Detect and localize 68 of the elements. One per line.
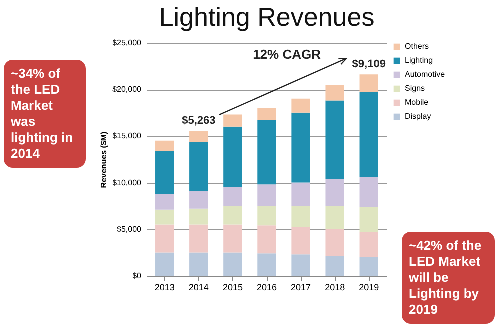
bar (156, 210, 174, 225)
bar (292, 228, 310, 255)
bar (292, 112, 310, 183)
bar (156, 252, 174, 276)
annotation: 12% CAGR (253, 46, 321, 62)
bar (190, 208, 208, 225)
y-axis-title: Revenues ($M) (100, 131, 109, 188)
bar (292, 98, 310, 113)
bar (326, 100, 344, 180)
x-tick-label: 2016 (256, 282, 278, 292)
bar (258, 108, 276, 120)
bar (258, 120, 276, 185)
bar (224, 206, 242, 225)
text: ~34% of the LED Market was lighting in 2014 (4, 60, 86, 168)
x-tick-label: 2018 (325, 282, 346, 292)
x-tick-label: 2017 (291, 282, 312, 292)
bar (190, 130, 208, 142)
legend-label: Automotive (405, 70, 446, 79)
y-tick-label: $20,000 (112, 85, 142, 94)
x-tick-label: 2014 (188, 282, 209, 292)
bar (326, 179, 344, 206)
bar (360, 177, 378, 208)
x-tick-label: 2015 (222, 282, 243, 292)
y-tick-label: $5,000 (117, 224, 142, 234)
bar (156, 140, 174, 152)
data-label: $9,109 (352, 58, 386, 71)
legend-label: Lighting (405, 56, 434, 65)
legend-label: Display (405, 112, 432, 121)
bar (258, 226, 276, 254)
bar (326, 206, 344, 230)
bar (156, 224, 174, 253)
y-tick-label: $15,000 (112, 132, 142, 141)
bar (156, 151, 174, 194)
bar (258, 206, 276, 226)
bar (326, 256, 344, 276)
bar (190, 191, 208, 209)
bar (190, 224, 208, 253)
bar (224, 126, 242, 188)
bar (326, 229, 344, 256)
chart-title: Lighting Revenues (159, 2, 375, 32)
bar (326, 84, 344, 101)
data-label: $5,263 (182, 114, 216, 127)
bar (190, 252, 208, 276)
bar (292, 206, 310, 228)
bar (156, 194, 174, 210)
bar (258, 184, 276, 206)
legend-label: Others (405, 42, 430, 51)
bar (360, 232, 378, 258)
bar (258, 254, 276, 276)
legend-label: Signs (405, 84, 426, 93)
bar (360, 207, 378, 232)
bar (360, 92, 378, 178)
y-tick-label: $10,000 (112, 178, 142, 188)
bar (224, 114, 242, 127)
bar (292, 182, 310, 206)
bar (190, 142, 208, 192)
text: ~42% of the LED Market will be Lighting by 2019 (402, 232, 495, 324)
bar (224, 187, 242, 206)
y-tick-label: $25,000 (112, 38, 142, 48)
bar (360, 74, 378, 92)
x-tick-label: 2013 (154, 282, 175, 292)
legend-label: Mobile (405, 98, 430, 107)
bar (224, 224, 242, 253)
bar (360, 257, 378, 276)
bar (224, 252, 242, 276)
y-tick-label: $0 (132, 272, 142, 280)
x-tick-label: 2019 (359, 282, 380, 292)
bar (292, 254, 310, 276)
